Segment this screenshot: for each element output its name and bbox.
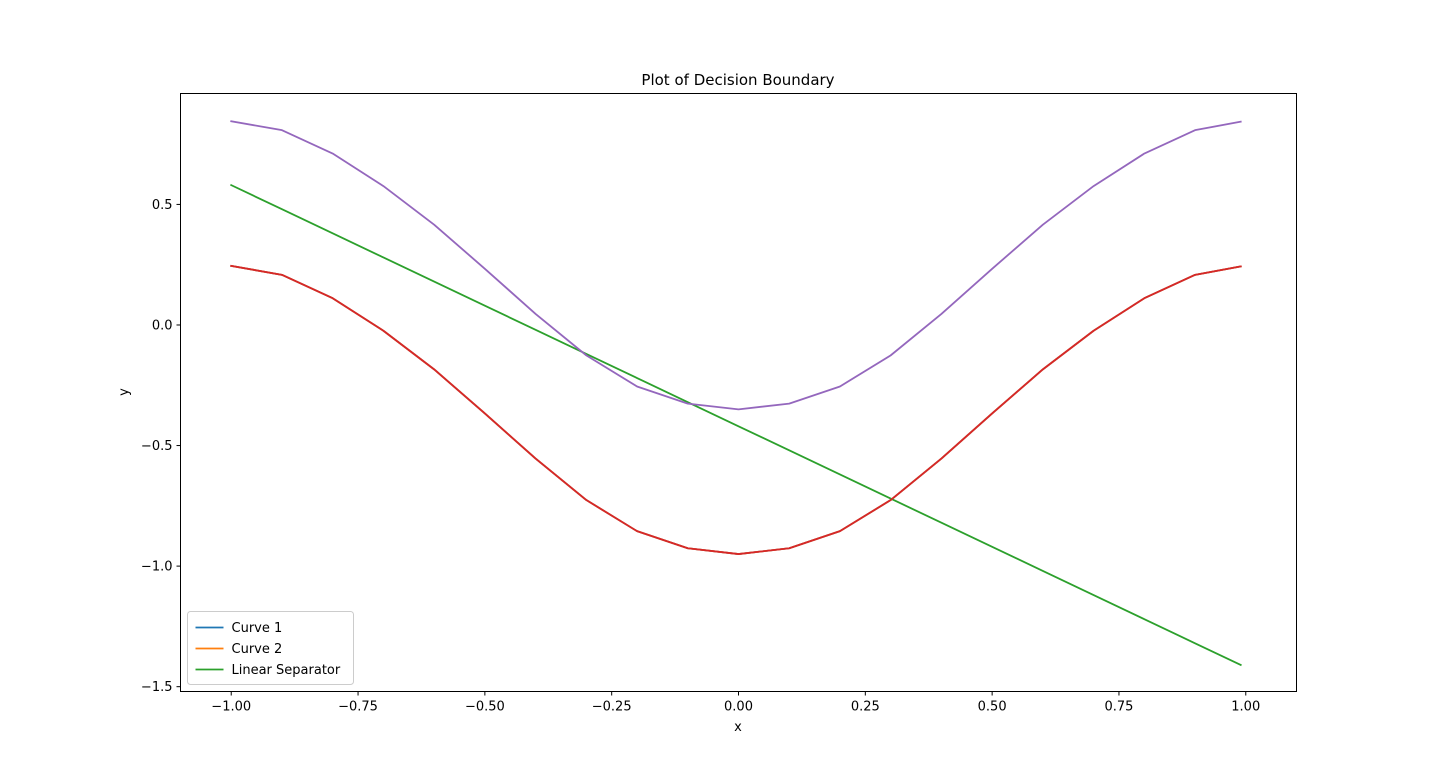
y-tick-label: −1.0 [141, 560, 173, 575]
plot-lines [230, 120, 1242, 667]
x-axis-label: x [734, 720, 742, 735]
x-tick-label: 0.00 [724, 700, 753, 715]
legend-frame [187, 611, 354, 685]
series-line-4 [230, 264, 1242, 555]
legend: Curve 1 Curve 2 Linear Separator [187, 611, 354, 685]
x-tick-label: −0.75 [338, 700, 378, 715]
x-axis-ticks: −1.00 −0.75 −0.50 −0.25 0.00 0.25 0.50 0.75 1.00 [211, 691, 1260, 715]
x-tick-label: −1.00 [211, 700, 251, 715]
y-axis-label: y [117, 388, 132, 396]
legend-label: Linear Separator [232, 663, 341, 678]
y-tick-label: −0.5 [141, 439, 173, 454]
x-tick-label: −0.25 [592, 700, 632, 715]
x-tick-label: 0.75 [1104, 700, 1133, 715]
series-line-3 [230, 183, 1242, 667]
y-tick-label: −1.5 [141, 680, 173, 695]
legend-label: Curve 1 [232, 621, 283, 636]
x-tick-label: 0.50 [978, 700, 1007, 715]
y-tick-label: 0.5 [152, 198, 173, 213]
x-tick-label: 0.25 [851, 700, 880, 715]
legend-label: Curve 2 [232, 642, 283, 657]
x-tick-label: 1.00 [1231, 700, 1260, 715]
chart-title: Plot of Decision Boundary [641, 71, 834, 89]
y-axis-ticks: −1.5 −1.0 −0.5 0.0 0.5 [141, 198, 181, 695]
series-line-5 [230, 120, 1242, 411]
y-tick-label: 0.0 [152, 318, 173, 333]
x-tick-label: −0.50 [465, 700, 505, 715]
axes-frame [180, 93, 1297, 692]
